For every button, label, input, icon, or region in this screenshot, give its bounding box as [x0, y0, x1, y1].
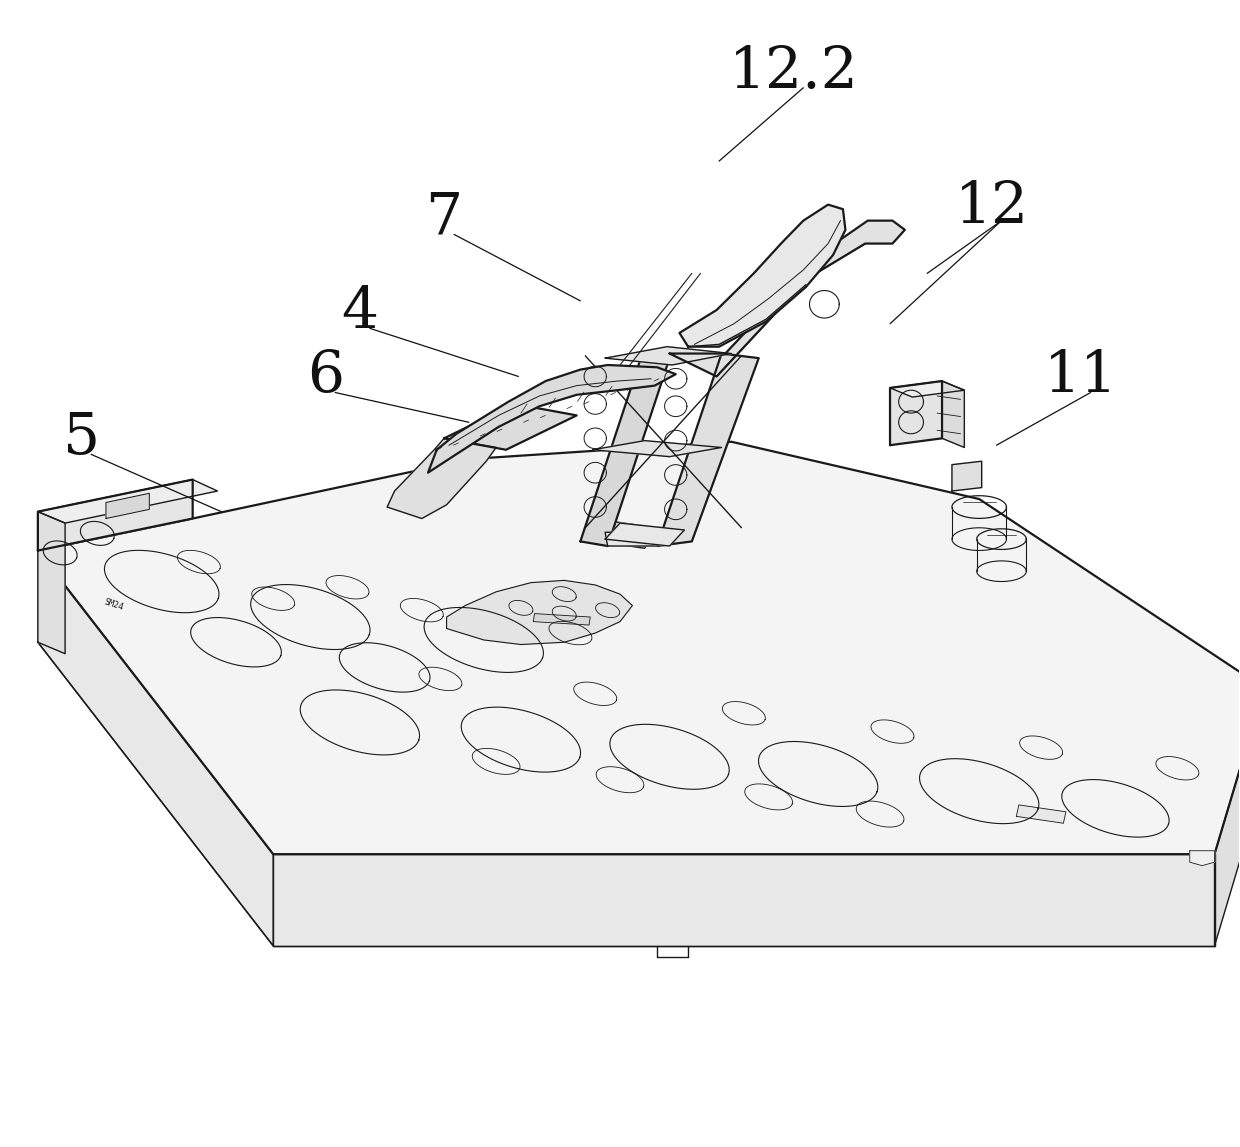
Polygon shape — [890, 381, 942, 445]
Polygon shape — [38, 512, 66, 654]
Polygon shape — [38, 551, 273, 946]
Polygon shape — [38, 479, 217, 523]
Polygon shape — [593, 440, 722, 457]
Polygon shape — [580, 353, 670, 546]
Polygon shape — [942, 381, 965, 447]
Polygon shape — [1189, 851, 1214, 866]
Text: SM24: SM24 — [102, 598, 124, 612]
Polygon shape — [1214, 688, 1240, 946]
Polygon shape — [670, 220, 905, 376]
Polygon shape — [38, 479, 192, 551]
Text: 4: 4 — [341, 284, 378, 341]
Polygon shape — [952, 461, 982, 491]
Polygon shape — [1017, 805, 1066, 824]
Polygon shape — [428, 365, 676, 473]
Polygon shape — [273, 855, 1214, 946]
Polygon shape — [680, 204, 846, 346]
Text: 11: 11 — [1044, 349, 1117, 405]
Polygon shape — [657, 353, 759, 546]
Text: 6: 6 — [306, 349, 343, 405]
Text: 5: 5 — [63, 411, 99, 467]
Polygon shape — [105, 493, 149, 518]
Polygon shape — [605, 346, 732, 365]
Polygon shape — [605, 523, 684, 546]
Polygon shape — [38, 442, 1240, 855]
Text: 12.2: 12.2 — [728, 44, 858, 100]
Polygon shape — [583, 518, 655, 548]
Polygon shape — [387, 438, 496, 518]
Text: 12: 12 — [955, 179, 1029, 235]
Polygon shape — [446, 580, 632, 645]
Text: 7: 7 — [425, 190, 463, 247]
Polygon shape — [444, 404, 577, 450]
Polygon shape — [533, 614, 590, 625]
Polygon shape — [605, 532, 657, 546]
Polygon shape — [890, 381, 965, 397]
